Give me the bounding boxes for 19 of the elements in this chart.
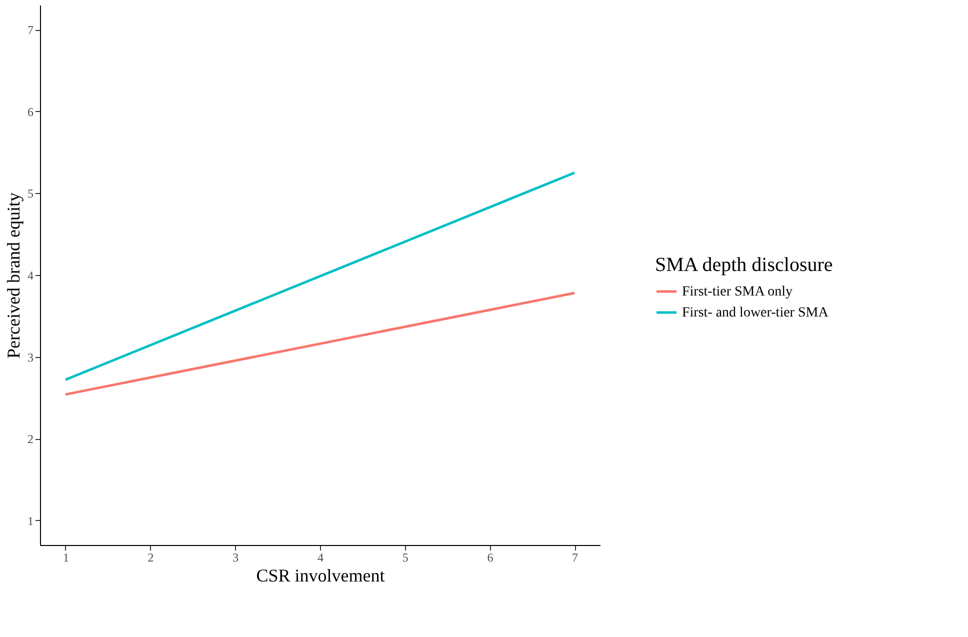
x-tick-label: 5: [402, 550, 408, 564]
y-tick-label: 2: [28, 432, 34, 446]
x-tick-label: 1: [62, 550, 69, 564]
x-axis-title: CSR involvement: [256, 566, 385, 586]
y-tick-label: 1: [28, 514, 34, 528]
x-tick-label: 7: [572, 550, 578, 564]
y-tick-label: 3: [28, 350, 34, 364]
legend-label: First- and lower-tier SMA: [682, 306, 830, 320]
y-tick-label: 4: [28, 268, 34, 282]
y-tick-label: 5: [28, 186, 34, 201]
legend-title: SMA depth disclosure: [655, 254, 833, 276]
x-tick-label: 4: [318, 550, 324, 564]
x-tick-label: 2: [148, 550, 154, 564]
x-tick-label: 6: [487, 550, 494, 564]
y-axis-title: Perceived brand equity: [4, 192, 24, 358]
y-tick-label: 7: [28, 23, 34, 38]
legend-label: First-tier SMA only: [682, 284, 792, 300]
y-tick-label: 6: [28, 104, 34, 119]
x-tick-label: 3: [232, 550, 239, 564]
